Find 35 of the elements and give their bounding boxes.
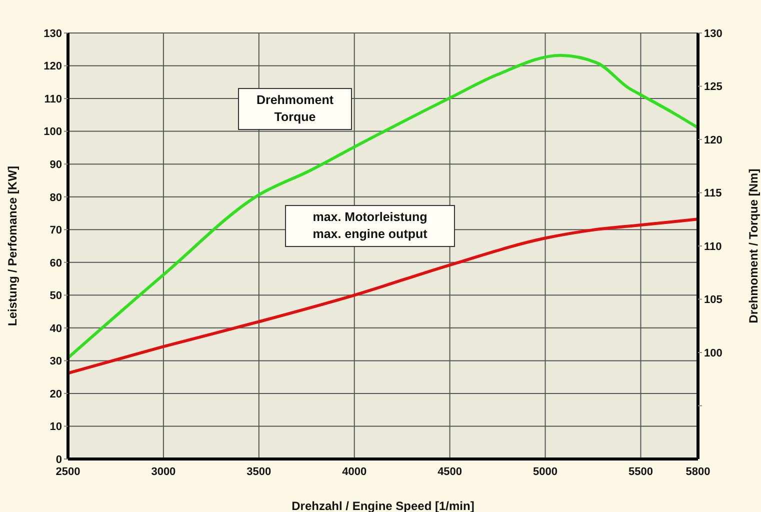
y-axis-title: Leistung / Perfomance [KW] bbox=[5, 166, 20, 326]
y-tick-label: 0 bbox=[56, 454, 62, 466]
y2-axis-title: Drehmoment / Torque [Nm] bbox=[746, 168, 760, 324]
y-tick-label: 120 bbox=[44, 60, 62, 73]
y2-tick-label: 100 bbox=[704, 347, 722, 360]
y-tick-label: 110 bbox=[44, 93, 62, 106]
x-tick-label: 3000 bbox=[151, 466, 176, 478]
label-box: Drehmoment Torque bbox=[238, 88, 352, 130]
y2-tick-label: 115 bbox=[704, 188, 722, 200]
y2-tick-label: 130 bbox=[704, 28, 722, 40]
y2-tick-label: 125 bbox=[704, 81, 722, 94]
y-tick-label: 130 bbox=[44, 28, 62, 40]
y-tick-label: 100 bbox=[44, 126, 62, 138]
y-tick-label: 70 bbox=[50, 224, 62, 237]
y-tick-label: 50 bbox=[50, 290, 62, 302]
x-tick-label: 4500 bbox=[438, 466, 462, 478]
y-tick-label: 90 bbox=[50, 158, 62, 171]
x-tick-label: 3500 bbox=[246, 466, 272, 478]
x-tick-label: 2500 bbox=[56, 466, 80, 478]
y-tick-label: 30 bbox=[50, 356, 62, 368]
y-tick-label: 80 bbox=[50, 192, 62, 204]
y-tick-label: 20 bbox=[50, 388, 62, 400]
x-tick-label: 4000 bbox=[342, 466, 367, 478]
x-tick-label: 5500 bbox=[628, 466, 653, 478]
y2-tick-label: 105 bbox=[704, 294, 722, 306]
line-series bbox=[68, 54, 698, 360]
y-tick-label: 60 bbox=[50, 257, 62, 270]
label-box: max. Motorleistung max. engine output bbox=[285, 205, 455, 247]
x-tick-label: 5000 bbox=[533, 466, 558, 478]
x-tick-label: 5800 bbox=[686, 466, 710, 478]
y2-tick-label: 110 bbox=[704, 240, 722, 253]
y-tick-label: 40 bbox=[50, 322, 62, 335]
y-tick-label: 10 bbox=[50, 421, 62, 434]
y2-tick-label: 120 bbox=[704, 134, 722, 146]
text: max. Motorleistung max. engine output bbox=[312, 209, 428, 243]
